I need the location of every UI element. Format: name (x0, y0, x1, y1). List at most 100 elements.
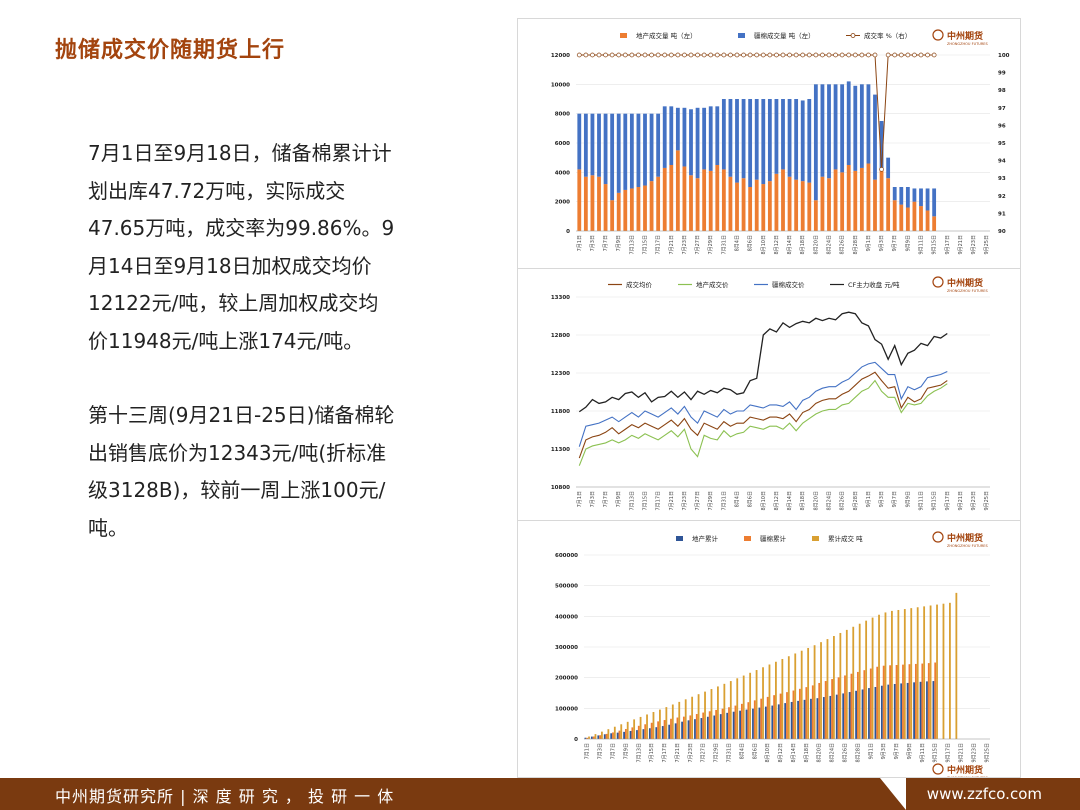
x-tick-label: 7月27日 (695, 491, 701, 511)
bar-local (892, 200, 897, 231)
bar-xinjiang-cumulative (740, 703, 743, 739)
bar-xinjiang-cumulative (818, 682, 821, 739)
bar-xinjiang (807, 99, 812, 183)
x-tick-label: 7月3日 (598, 743, 604, 759)
bar-xinjiang-cumulative (889, 665, 892, 739)
y-tick-label: 8000 (555, 112, 570, 118)
bar-xinjiang-cumulative (766, 696, 769, 739)
y-tick-label: 0 (566, 229, 570, 235)
bar-local (925, 210, 930, 231)
bar-xinjiang (649, 113, 654, 182)
legend-swatch (850, 33, 856, 38)
bar-local (840, 172, 845, 231)
x-tick-label: 7月31日 (721, 491, 727, 511)
bar-xinjiang-cumulative (850, 673, 853, 739)
x-tick-label: 7月17日 (656, 491, 662, 511)
bar-local (833, 169, 838, 231)
y2-tick-label: 97 (998, 106, 1006, 112)
y2-tick-label: 91 (998, 211, 1006, 217)
bar-local-cumulative (777, 704, 780, 739)
bar-xinjiang (879, 121, 884, 171)
bar-local-cumulative (706, 716, 709, 739)
bar-local-cumulative (758, 707, 761, 739)
rate-point (655, 52, 661, 58)
bar-local-cumulative (616, 732, 619, 739)
x-tick-label: 7月9日 (623, 743, 629, 759)
x-tick-label: 9月9日 (907, 743, 913, 759)
bar-xinjiang (774, 99, 779, 174)
bar-xinjiang-cumulative (921, 663, 924, 739)
x-tick-label: 8月6日 (748, 235, 754, 251)
bar-local (735, 182, 739, 231)
legend-label: 地产成交价 (696, 280, 729, 289)
bar-local-cumulative (642, 729, 645, 739)
legend-swatch (738, 33, 745, 38)
bar-xinjiang-cumulative (760, 698, 763, 739)
logo-text: 中州期货 (947, 277, 983, 289)
bar-local-cumulative (681, 721, 683, 739)
bar-xinjiang (761, 99, 766, 185)
bar-local-cumulative (829, 695, 832, 739)
x-tick-label: 7月21日 (669, 491, 675, 511)
bar-xinjiang (905, 187, 910, 208)
bar-local (859, 167, 864, 231)
rate-point (859, 52, 865, 58)
bar-xinjiang-cumulative (663, 720, 666, 739)
bar-local-cumulative (797, 700, 799, 739)
bar-local-cumulative (771, 705, 774, 739)
x-tick-label: 9月1日 (866, 491, 872, 507)
bar-xinjiang-cumulative (618, 730, 621, 739)
bar-local-cumulative (726, 712, 729, 739)
paragraph-2: 第十三周(9月21日-25日)储备棉轮出销售底价为12343元/吨(折标准级31… (88, 403, 395, 540)
bar-total-cumulative (916, 607, 919, 739)
bar-total-cumulative (594, 734, 597, 739)
y-tick-label: 11800 (551, 409, 570, 415)
rate-point (708, 52, 714, 58)
bar-local-cumulative (803, 699, 806, 739)
x-tick-label: 9月23日 (971, 743, 977, 763)
rate-point (767, 52, 773, 58)
bar-total-cumulative (781, 658, 784, 739)
bar-xinjiang (833, 84, 838, 170)
bar-local-cumulative (810, 698, 812, 739)
bar-xinjiang-cumulative (856, 671, 859, 739)
x-tick-label: 8月6日 (752, 743, 758, 759)
x-tick-label: 9月7日 (892, 491, 898, 507)
x-tick-label: 8月26日 (840, 235, 846, 255)
bar-local (873, 179, 877, 231)
logo-subtext: ZHONGZHOU FUTURES (947, 544, 988, 548)
bar-xinjiang-cumulative (837, 677, 840, 739)
x-tick-label: 7月9日 (616, 491, 622, 507)
rate-point (668, 52, 674, 58)
bar-xinjiang (597, 113, 601, 177)
rate-point (622, 52, 628, 58)
logo-subtext: ZHONGZHOU FUTURES (947, 776, 988, 777)
bar-total-cumulative (678, 701, 681, 739)
rate-point (833, 52, 838, 58)
x-tick-label: 9月9日 (905, 235, 911, 251)
slide-body: 7月1日至9月18日，储备棉累计计划出库47.72万吨，实际成交47.65万吨，… (88, 135, 398, 547)
bar-xinjiang-cumulative (747, 702, 750, 739)
x-tick-label: 9月25日 (984, 235, 990, 255)
bar-xinjiang-cumulative (715, 709, 718, 739)
bar-xinjiang-cumulative (624, 728, 627, 739)
x-tick-label: 9月3日 (879, 235, 885, 251)
chart-price: 10800 11300 11800 12300 12800 13300 7月1日 7月3日 7月… (551, 276, 990, 511)
rate-point (780, 52, 786, 58)
x-tick-label: 9月15日 (933, 743, 939, 763)
bar-local (675, 150, 680, 231)
bar-total-cumulative (601, 731, 603, 739)
bar-xinjiang-cumulative (637, 725, 640, 739)
bar-local (682, 166, 687, 231)
bar-xinjiang (577, 113, 582, 170)
x-tick-label: 8月4日 (739, 743, 745, 759)
bar-xinjiang (932, 188, 937, 217)
bar-local-cumulative (848, 692, 851, 739)
legend-swatch (620, 33, 627, 38)
bar-xinjiang (853, 85, 858, 171)
rate-point (852, 52, 858, 58)
rate-point (609, 52, 615, 58)
x-tick-label: 9月25日 (984, 491, 990, 511)
x-tick-label: 8月6日 (748, 491, 754, 507)
chart-cumulative: 0 100000 200000 300000 400000 500000 600000 7月1… (555, 531, 990, 777)
